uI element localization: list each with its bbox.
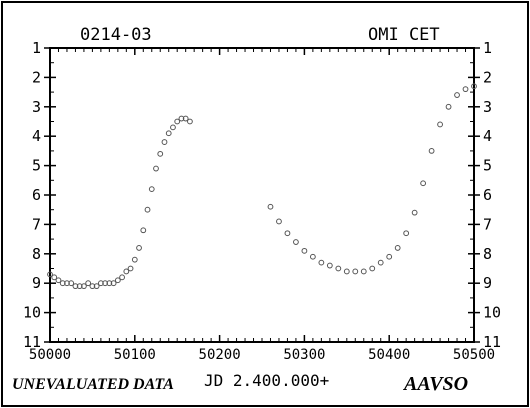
data-point: [127, 265, 134, 272]
data-point: [102, 280, 109, 287]
data-point: [182, 115, 189, 122]
y-tick-label-right: 8: [483, 245, 492, 263]
y-tick-label-right: 4: [483, 127, 492, 145]
data-point: [51, 274, 58, 281]
y-tick-label-right: 5: [483, 157, 492, 175]
data-point: [153, 165, 159, 172]
data-point: [360, 268, 367, 275]
y-tick-label-left: 10: [23, 304, 41, 322]
y-tick-label-left: 9: [32, 274, 41, 292]
y-tick-label-left: 8: [32, 245, 41, 263]
data-point: [148, 186, 155, 193]
footer-aavso: AAVSO: [402, 373, 468, 395]
y-tick-label-left: 4: [32, 127, 41, 145]
data-point: [55, 277, 62, 284]
x-tick-labels: 50000 50100 50200 50300 50400 50500: [29, 347, 495, 363]
y-tick-label-left: 3: [32, 98, 41, 116]
data-point: [123, 268, 130, 275]
data-point: [64, 280, 70, 287]
x-tick-label: 50100: [114, 347, 156, 363]
x-tick-label: 50500: [453, 347, 495, 363]
x-axis-label: JD 2.400.000+: [204, 371, 329, 390]
data-point: [157, 150, 164, 157]
data-point: [136, 245, 142, 251]
y-tick-label-left: 2: [32, 68, 41, 86]
data-point: [377, 259, 384, 266]
data-point: [369, 265, 376, 272]
data-point: [165, 130, 172, 137]
data-point: [343, 268, 350, 275]
y-tick-label-left: 6: [32, 186, 41, 204]
data-point: [352, 268, 359, 275]
data-point: [462, 86, 469, 93]
data-point: [97, 280, 104, 287]
data-point: [140, 227, 147, 234]
x-tick-label: 50000: [29, 347, 71, 363]
y-tick-label-left: 7: [32, 215, 41, 233]
y-tick-label-right: 2: [483, 68, 492, 86]
data-point: [437, 121, 443, 128]
x-tick-label: 50400: [368, 347, 410, 363]
data-point: [301, 247, 308, 254]
footer-unevaluated: UNEVALUATED DATA: [12, 376, 174, 393]
x-tick-label: 50300: [283, 347, 325, 363]
data-point: [144, 206, 151, 213]
data-point: [47, 271, 53, 278]
data-point: [326, 262, 333, 269]
data-point: [403, 230, 410, 237]
y-tick-label-right: 11: [483, 333, 501, 351]
x-tick-label: 50200: [199, 347, 241, 363]
data-point: [267, 203, 274, 210]
data-point: [59, 280, 66, 287]
data-point: [309, 253, 316, 260]
data-point: [428, 148, 435, 154]
data-point: [81, 283, 87, 290]
data-point: [445, 103, 452, 110]
data-point: [335, 265, 342, 272]
data-point: [68, 280, 75, 287]
data-point: [170, 124, 176, 131]
data-point: [131, 256, 138, 263]
y-tick-label-right: 10: [483, 304, 501, 322]
star-designation: 0214-03: [80, 25, 152, 45]
data-point: [72, 283, 79, 290]
y-tick-label-right: 6: [483, 186, 492, 204]
data-point: [106, 280, 113, 287]
data-point: [85, 280, 92, 287]
data-point: [89, 283, 96, 290]
data-point: [386, 253, 393, 260]
data-point: [76, 283, 83, 290]
data-point: [187, 118, 193, 125]
star-name: OMI CET: [368, 25, 440, 45]
axis-ticks: [44, 47, 480, 343]
data-point: [284, 230, 291, 237]
y-tick-label-left: 5: [32, 157, 41, 175]
y-tick-label-right: 7: [483, 215, 492, 233]
data-point: [93, 283, 100, 290]
data-point: [394, 245, 401, 251]
y-tick-label-right: 1: [483, 39, 492, 57]
data-point: [293, 239, 299, 245]
data-point: [454, 92, 460, 98]
y-tick-label-left: 11: [23, 333, 41, 351]
data-point: [318, 259, 325, 266]
y-tick-label-left: 1: [32, 39, 41, 57]
data-point: [119, 274, 125, 281]
y-tick-label-right: 9: [483, 274, 492, 292]
data-point: [110, 280, 117, 287]
data-point: [411, 209, 418, 216]
data-point: [471, 83, 477, 90]
y-tick-label-right: 3: [483, 98, 492, 116]
data-point: [174, 118, 181, 125]
data-point: [178, 115, 185, 122]
data-points: [47, 83, 477, 290]
data-point: [161, 139, 168, 145]
data-point: [114, 277, 121, 284]
data-point: [276, 218, 282, 225]
data-point: [420, 180, 427, 187]
